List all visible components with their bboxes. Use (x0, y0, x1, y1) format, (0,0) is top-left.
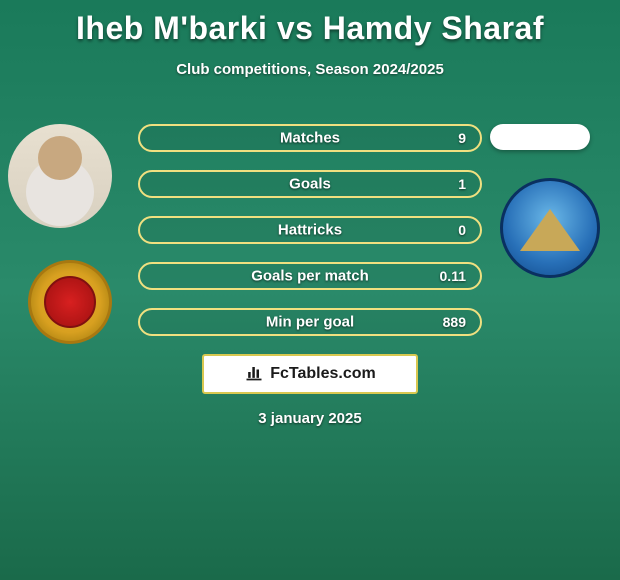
stats-list: Matches 9 Goals 1 Hattricks 0 Goals per … (138, 124, 482, 354)
stat-value: 9 (458, 130, 466, 146)
club-logo-left (28, 260, 112, 344)
stat-row: Min per goal 889 (138, 308, 482, 336)
stat-label: Goals per match (140, 268, 480, 285)
stat-row: Matches 9 (138, 124, 482, 152)
stat-row: Goals per match 0.11 (138, 262, 482, 290)
stat-value: 0 (458, 222, 466, 238)
site-badge[interactable]: FcTables.com (202, 354, 418, 394)
stat-label: Min per goal (140, 314, 480, 331)
subtitle: Club competitions, Season 2024/2025 (0, 61, 620, 78)
chart-icon (244, 362, 264, 387)
stat-value: 0.11 (440, 268, 466, 284)
site-name: FcTables.com (270, 365, 376, 383)
stat-value: 1 (458, 176, 466, 192)
stat-row: Hattricks 0 (138, 216, 482, 244)
page-title: Iheb M'barki vs Hamdy Sharaf (0, 0, 620, 47)
stat-row: Goals 1 (138, 170, 482, 198)
stat-value: 889 (443, 314, 466, 330)
stat-label: Goals (140, 176, 480, 193)
player-photo-left (8, 124, 112, 228)
stat-label: Matches (140, 130, 480, 147)
player-placeholder-right (490, 124, 590, 150)
club-logo-right (500, 178, 600, 278)
stat-label: Hattricks (140, 222, 480, 239)
date: 3 january 2025 (0, 410, 620, 427)
